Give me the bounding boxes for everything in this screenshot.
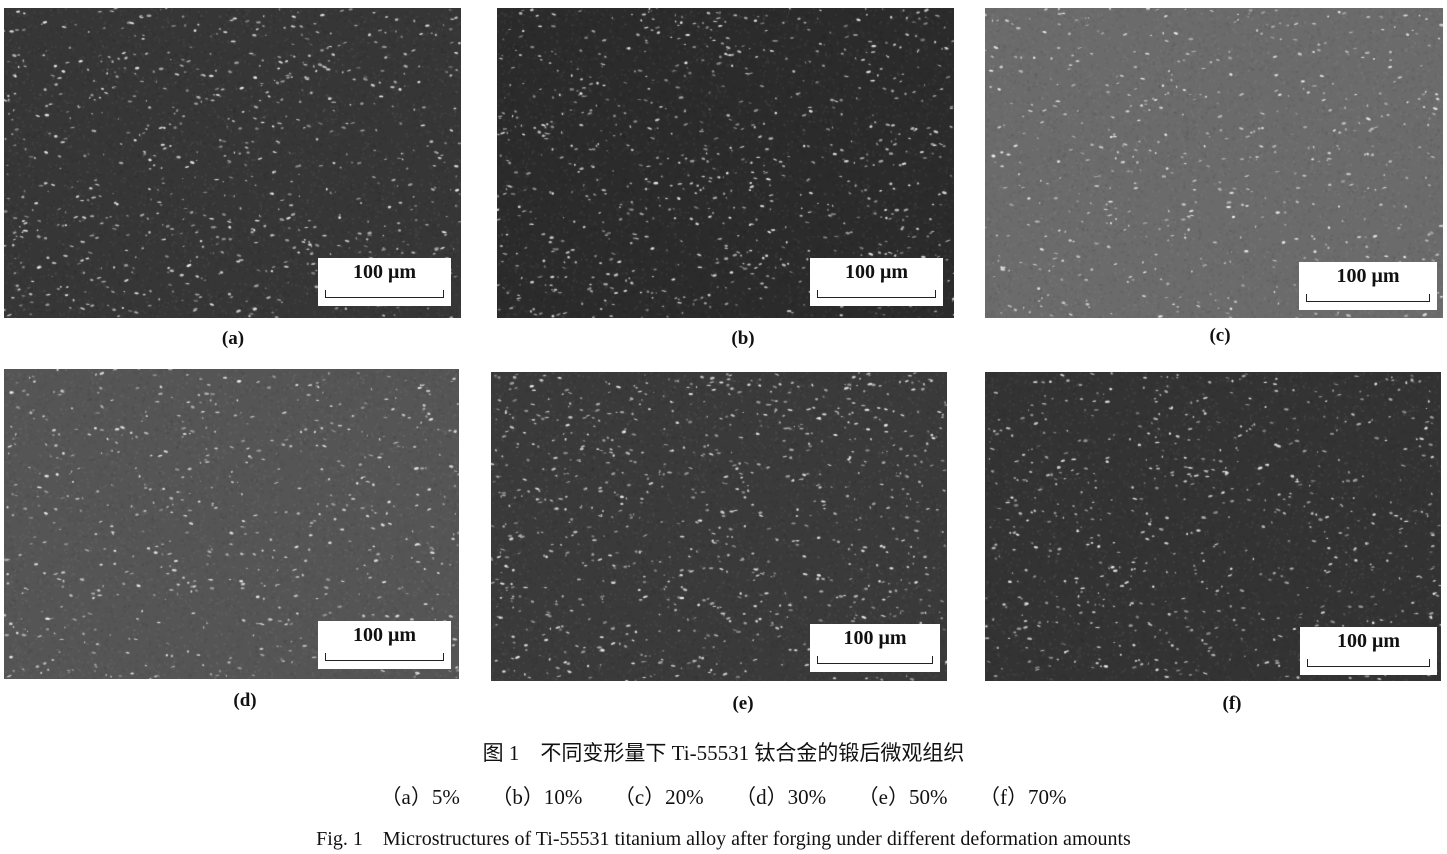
panel-label-c: (c): [1209, 325, 1231, 346]
scale-bar: 100 μm: [318, 258, 451, 306]
scale-bar-label: 100 μm: [845, 261, 908, 283]
panel-label-e: (e): [732, 693, 754, 714]
panel-label-d: (d): [233, 690, 257, 711]
micrograph-f: 100 μm: [985, 372, 1441, 681]
scale-bar-label: 100 μm: [1336, 265, 1400, 287]
micrograph-d: 100 μm: [4, 369, 459, 679]
caption-english: Fig. 1 Microstructures of Ti-55531 titan…: [316, 828, 1131, 850]
scale-bar: 100 μm: [810, 258, 943, 306]
caption-chinese: 图 1 不同变形量下 Ti-55531 钛合金的锻后微观组织: [482, 741, 965, 765]
scale-bar: 100 μm: [318, 621, 451, 669]
scale-bar-label: 100 μm: [1337, 630, 1400, 652]
scale-bar-label: 100 μm: [353, 261, 416, 283]
scale-bar-label: 100 μm: [843, 627, 907, 649]
panel-label-b: (b): [731, 328, 755, 349]
scale-bar-label: 100 μm: [353, 624, 416, 646]
micrograph-c: 100 μm: [985, 8, 1443, 318]
micrograph-e: 100 μm: [491, 372, 947, 681]
panel-label-a: (a): [221, 328, 245, 349]
subcaptions: （a）5% （b）10% （c）20% （d）30% （e）50% （f）70%: [380, 785, 1067, 809]
micrograph-b: 100 μm: [497, 8, 954, 318]
scale-bar: 100 μm: [1299, 262, 1437, 310]
micrograph-a: 100 μm: [4, 8, 461, 318]
scale-bar: 100 μm: [1300, 627, 1437, 675]
panel-label-f: (f): [1222, 693, 1242, 714]
scale-bar: 100 μm: [810, 624, 940, 672]
